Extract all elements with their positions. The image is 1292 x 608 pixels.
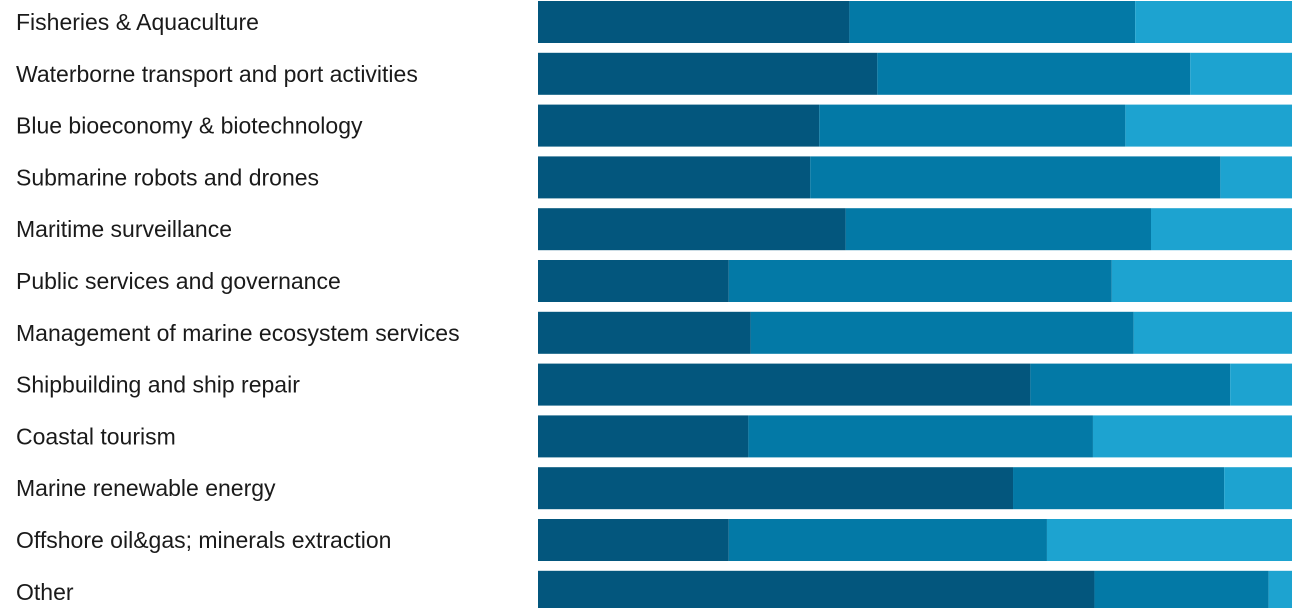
- bar-segment-2-fisheries-aquaculture: [849, 1, 1136, 43]
- bar-segment-3-blue-bioeconomy-biotechnology: [1125, 104, 1292, 147]
- category-label-blue-bioeconomy-biotechnology: Blue bioeconomy & biotechnology: [16, 113, 363, 139]
- bar-segment-2-other: [1094, 570, 1269, 608]
- bar-segment-3-offshore-oil-gas-minerals-extraction: [1046, 519, 1292, 561]
- category-label-maritime-surveillance: Maritime surveillance: [16, 216, 232, 242]
- bar-segment-1-maritime-surveillance: [538, 208, 846, 251]
- bar-segment-3-waterborne-transport-and-port-activities: [1190, 52, 1292, 95]
- category-label-offshore-oil-gas-minerals-extraction: Offshore oil&gas; minerals extraction: [16, 527, 391, 553]
- bar-segment-3-shipbuilding-and-ship-repair: [1230, 363, 1292, 406]
- bar-segment-1-management-of-marine-ecosystem-services: [538, 311, 751, 354]
- category-label-coastal-tourism: Coastal tourism: [16, 423, 176, 449]
- bar-segment-3-other: [1268, 570, 1292, 608]
- bar-segment-1-coastal-tourism: [538, 415, 749, 458]
- bar-segment-1-submarine-robots-and-drones: [538, 156, 811, 199]
- bar-segment-3-management-of-marine-ecosystem-services: [1133, 311, 1292, 354]
- bar-segment-1-other: [538, 570, 1095, 608]
- bar-segment-2-submarine-robots-and-drones: [810, 156, 1221, 199]
- category-label-waterborne-transport-and-port-activities: Waterborne transport and port activities: [16, 61, 418, 87]
- bar-segment-1-marine-renewable-energy: [538, 467, 1014, 510]
- category-label-other: Other: [16, 579, 74, 605]
- bar-segment-3-submarine-robots-and-drones: [1220, 156, 1292, 199]
- category-label-management-of-marine-ecosystem-services: Management of marine ecosystem services: [16, 320, 460, 346]
- bar-segment-3-maritime-surveillance: [1151, 208, 1292, 251]
- category-label-fisheries-aquaculture: Fisheries & Aquaculture: [16, 9, 259, 35]
- bar-segment-1-offshore-oil-gas-minerals-extraction: [538, 519, 729, 561]
- bar-segment-2-public-services-and-governance: [728, 260, 1112, 302]
- bar-segment-1-shipbuilding-and-ship-repair: [538, 363, 1031, 406]
- bar-segment-1-blue-bioeconomy-biotechnology: [538, 104, 820, 147]
- category-label-marine-renewable-energy: Marine renewable energy: [16, 475, 276, 501]
- bar-segment-2-management-of-marine-ecosystem-services: [750, 311, 1134, 354]
- bar-segment-2-blue-bioeconomy-biotechnology: [819, 104, 1126, 147]
- bar-segment-2-waterborne-transport-and-port-activities: [877, 52, 1191, 95]
- bar-segment-3-coastal-tourism: [1092, 415, 1292, 458]
- bar-segment-2-marine-renewable-energy: [1013, 467, 1225, 510]
- bar-segment-2-maritime-surveillance: [845, 208, 1151, 251]
- bar-segment-3-public-services-and-governance: [1111, 260, 1292, 302]
- bar-segment-1-public-services-and-governance: [538, 260, 729, 302]
- bar-segment-2-coastal-tourism: [748, 415, 1093, 458]
- bar-segment-1-waterborne-transport-and-port-activities: [538, 52, 878, 95]
- category-label-public-services-and-governance: Public services and governance: [16, 268, 341, 294]
- bar-segment-3-fisheries-aquaculture: [1135, 1, 1292, 43]
- bar-segment-2-offshore-oil-gas-minerals-extraction: [728, 519, 1047, 561]
- bar-segment-3-marine-renewable-energy: [1224, 467, 1292, 510]
- bar-segment-1-fisheries-aquaculture: [538, 1, 850, 43]
- category-label-submarine-robots-and-drones: Submarine robots and drones: [16, 164, 319, 190]
- bar-segment-2-shipbuilding-and-ship-repair: [1030, 363, 1231, 406]
- category-label-shipbuilding-and-ship-repair: Shipbuilding and ship repair: [16, 372, 300, 398]
